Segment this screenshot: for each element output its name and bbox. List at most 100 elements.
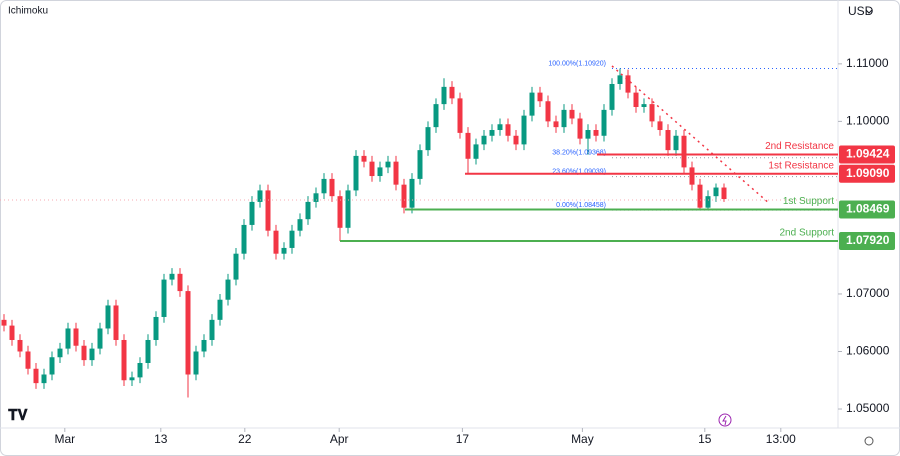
- candle-body: [265, 190, 271, 231]
- candle-body: [345, 190, 351, 228]
- candle-body: [689, 167, 695, 185]
- y-tick-label: 1.06000: [846, 344, 890, 358]
- candle-body: [521, 115, 527, 145]
- candle-body: [713, 187, 719, 197]
- candle-body: [401, 184, 407, 208]
- candle-body: [313, 193, 319, 202]
- candle-body: [17, 339, 23, 352]
- indicator-name: Ichimoku: [8, 6, 48, 17]
- candle-body: [73, 328, 79, 346]
- currency-caret[interactable]: [865, 9, 873, 14]
- candle-body: [169, 273, 175, 280]
- candle-body: [569, 109, 575, 119]
- x-tick-label: 22: [238, 432, 252, 446]
- x-tick-label: Mar: [54, 432, 75, 446]
- candle-body: [617, 75, 623, 84]
- candle-body: [89, 348, 95, 361]
- candle-body: [657, 121, 663, 131]
- candle-body: [385, 161, 391, 168]
- candle-body: [505, 124, 511, 136]
- events-bolt: [722, 415, 727, 426]
- candle-body: [649, 104, 655, 122]
- candle-body: [641, 104, 647, 107]
- candle-body: [281, 247, 287, 254]
- candle-body: [185, 291, 191, 375]
- candle-body: [497, 124, 503, 131]
- candle-body: [273, 230, 279, 254]
- candle-body: [57, 348, 63, 358]
- candle-body: [193, 351, 199, 375]
- candle-body: [329, 178, 335, 197]
- level-price: 1.07920: [846, 233, 890, 247]
- candle-body: [121, 339, 127, 381]
- candle-body: [217, 299, 223, 320]
- fib-label: 0.00%(1.08458): [556, 202, 606, 209]
- candle-body: [601, 109, 607, 136]
- candle-body: [705, 196, 711, 208]
- candle-body: [513, 135, 519, 145]
- candle-body: [481, 135, 487, 145]
- events-icon[interactable]: [718, 413, 732, 427]
- candle-body: [297, 219, 303, 231]
- x-tick-label: May: [571, 432, 594, 446]
- candle-body: [441, 86, 447, 105]
- candle-body: [25, 351, 31, 369]
- candle-body: [697, 184, 703, 208]
- candle-body: [201, 339, 207, 352]
- candle-body: [289, 230, 295, 248]
- candle-body: [209, 319, 215, 340]
- candle-body: [377, 167, 383, 177]
- candle-body: [593, 130, 599, 136]
- x-tick-label: Apr: [330, 432, 349, 446]
- level-name: 1st Resistance: [768, 160, 834, 171]
- candle-body: [585, 130, 591, 139]
- candle-body: [81, 345, 87, 361]
- candle-body: [673, 135, 679, 151]
- level-badge: [839, 200, 895, 219]
- currency[interactable]: USD: [848, 4, 874, 18]
- candle-body: [465, 132, 471, 159]
- candle-body: [473, 144, 479, 159]
- candle-body: [665, 130, 671, 151]
- candle-body: [65, 328, 71, 349]
- candle-body: [457, 98, 463, 133]
- logo: 𝐓𝐕: [8, 407, 29, 424]
- candle-body: [425, 127, 431, 151]
- candle-body: [529, 92, 535, 116]
- x-tick-label: 15: [698, 432, 712, 446]
- level-price: 1.09424: [846, 147, 890, 161]
- candle-body: [41, 374, 47, 384]
- candle-body: [625, 75, 631, 93]
- candle-body: [609, 83, 615, 110]
- candle-body: [33, 368, 39, 384]
- level-badge: [839, 164, 895, 183]
- candle-body: [129, 377, 135, 381]
- x-tick-label: 17: [456, 432, 470, 446]
- x-tick-label: 13:00: [766, 432, 796, 446]
- candle-body: [353, 155, 359, 191]
- y-tick-label: 1.10000: [846, 114, 890, 128]
- candle-body: [97, 328, 103, 349]
- candle-body: [137, 362, 143, 378]
- level-name: 2nd Support: [780, 228, 835, 239]
- candle-body: [545, 101, 551, 122]
- level-name: 1st Support: [783, 196, 834, 207]
- candle-body: [409, 178, 415, 208]
- y-tick-label: 1.07000: [846, 286, 890, 300]
- candle-body: [433, 104, 439, 128]
- candle-body: [721, 187, 727, 200]
- candle-body: [305, 201, 311, 220]
- candle-body: [681, 135, 687, 168]
- candle-body: [417, 150, 423, 179]
- candle-body: [9, 325, 15, 340]
- plot-area: [1, 67, 838, 398]
- candle-body: [145, 339, 151, 363]
- candle-body: [449, 86, 455, 99]
- candle-body: [337, 196, 343, 228]
- trend-line: [611, 65, 771, 205]
- level-price: 1.09090: [846, 166, 890, 180]
- candle-body: [233, 253, 239, 280]
- settings-icon[interactable]: [864, 436, 874, 446]
- level-name: 2nd Resistance: [765, 141, 834, 152]
